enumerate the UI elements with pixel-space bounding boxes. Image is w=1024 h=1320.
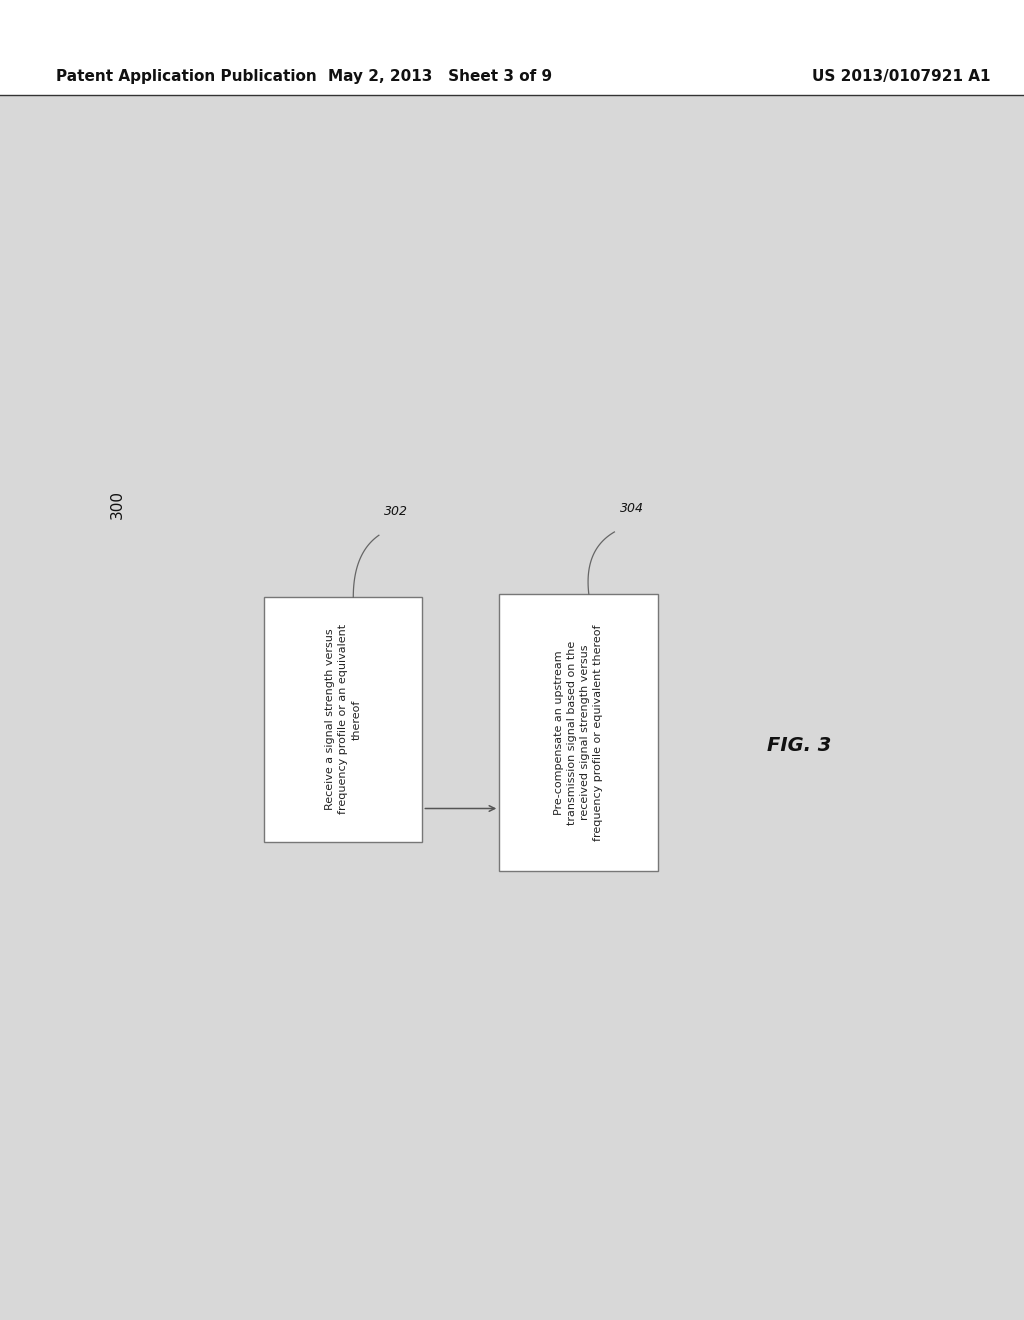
Text: 304: 304 [620,502,643,515]
Text: FIG. 3: FIG. 3 [767,737,830,755]
Text: 302: 302 [384,506,408,517]
Bar [499,594,657,871]
Text: Pre-compensate an upstream
transmission signal based on the
received signal stre: Pre-compensate an upstream transmission … [554,624,603,841]
Text: Patent Application Publication: Patent Application Publication [56,69,317,84]
Text: May 2, 2013   Sheet 3 of 9: May 2, 2013 Sheet 3 of 9 [329,69,552,84]
Bar [0,0,1024,95]
Text: 300: 300 [111,490,125,519]
Text: US 2013/0107921 A1: US 2013/0107921 A1 [812,69,990,84]
Bar [264,597,422,842]
Text: Receive a signal strength versus
frequency profile or an equivalent
thereof: Receive a signal strength versus frequen… [325,624,361,814]
